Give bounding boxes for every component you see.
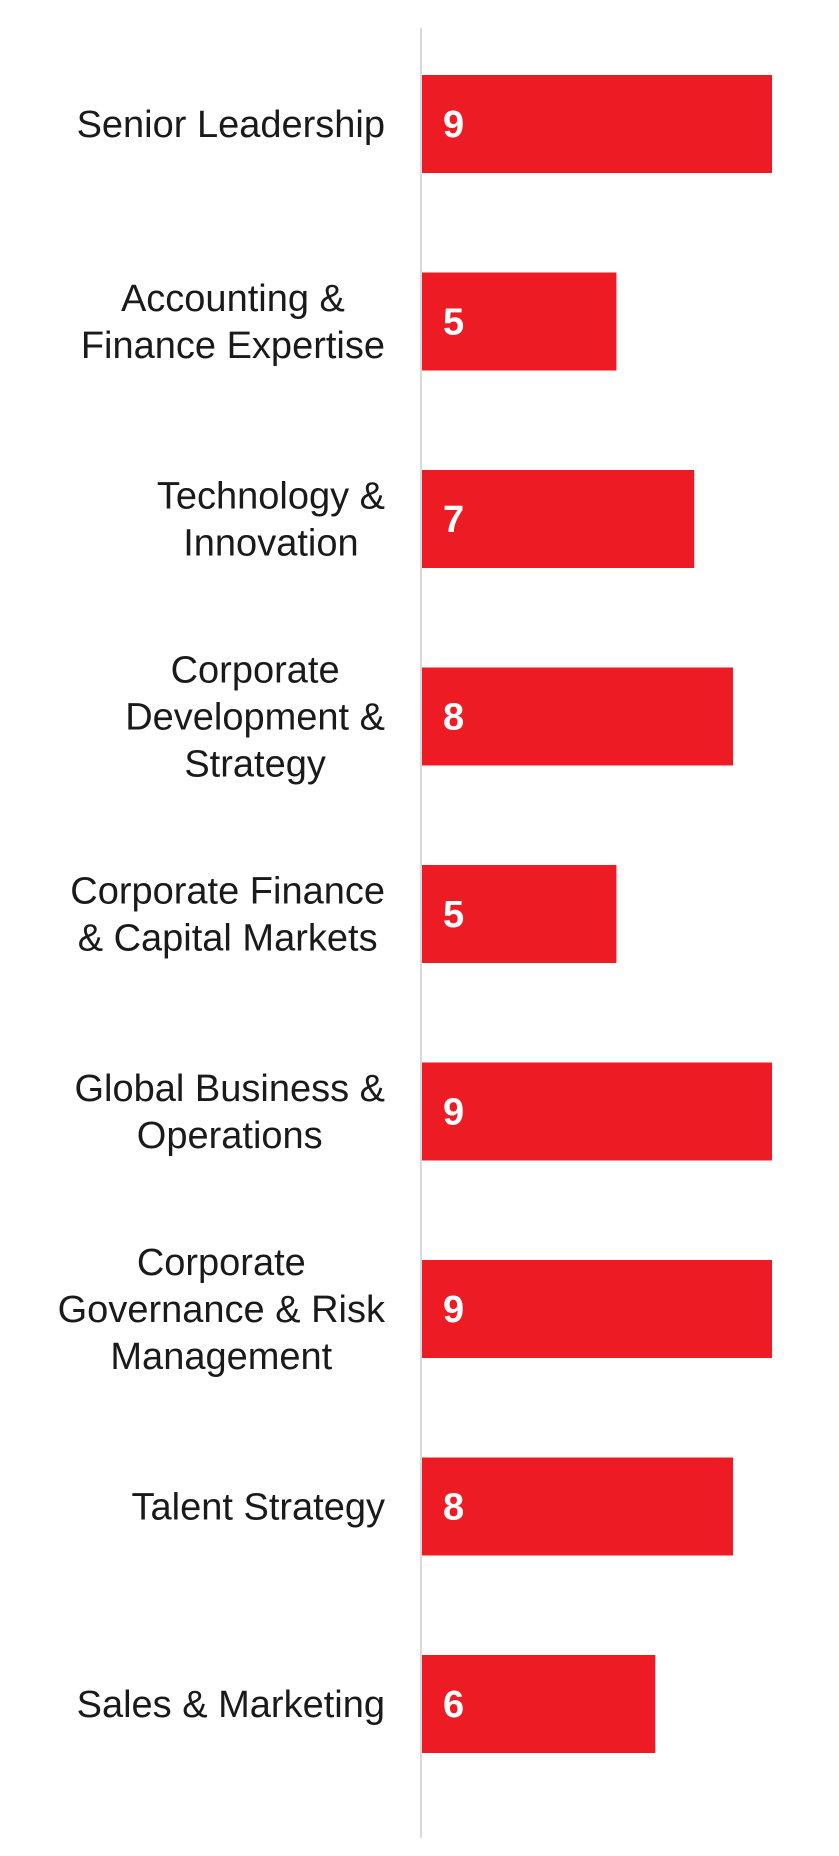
value-label-9: 6: [443, 1684, 464, 1726]
bar-2: [422, 272, 617, 371]
category-label-9: Sales & Marketing: [77, 1684, 385, 1726]
category-label-3: Technology & Innovation: [157, 476, 385, 565]
bar-1: [422, 75, 772, 173]
category-label-7: Corporate Governance & Risk Management: [58, 1242, 386, 1378]
category-label-1: Senior Leadership: [77, 104, 385, 146]
category-label-2: Accounting & Finance Expertise: [81, 278, 385, 367]
value-label-8: 8: [443, 1487, 464, 1529]
category-label-line: Corporate: [137, 1242, 306, 1284]
bars-layer: [422, 75, 772, 1753]
category-label-line: Operations: [137, 1115, 323, 1157]
category-label-5: Corporate Finance & Capital Markets: [70, 871, 385, 960]
category-label-8: Talent Strategy: [132, 1487, 385, 1529]
category-label-line: Management: [110, 1336, 332, 1378]
category-label-4: Corporate Development & Strategy: [125, 650, 385, 786]
bar-3: [422, 470, 695, 568]
bar-5: [422, 865, 617, 963]
category-label-line: Sales & Marketing: [77, 1684, 385, 1726]
value-label-6: 9: [443, 1092, 464, 1134]
category-label-line: Development &: [125, 697, 385, 739]
category-label-line: Senior Leadership: [77, 104, 385, 146]
category-label-line: Finance Expertise: [81, 325, 385, 367]
value-label-5: 5: [443, 894, 464, 936]
bar-7: [422, 1260, 772, 1358]
category-label-line: Accounting &: [121, 278, 345, 320]
labels-layer: 9 Senior Leadership 5 Accounting & Finance E…: [58, 104, 465, 1726]
bar-9: [422, 1655, 656, 1753]
bar-6: [422, 1062, 772, 1161]
category-label-line: & Capital Markets: [78, 918, 378, 960]
category-label-line: Talent Strategy: [132, 1487, 385, 1529]
category-label-line: Corporate: [171, 650, 340, 692]
value-label-1: 9: [443, 104, 464, 146]
category-label-line: Governance & Risk: [58, 1289, 386, 1331]
category-label-line: Technology &: [157, 476, 385, 518]
category-label-line: Strategy: [184, 744, 326, 786]
category-label-line: Innovation: [183, 523, 358, 565]
value-label-4: 8: [443, 697, 464, 739]
value-label-2: 5: [443, 302, 464, 344]
value-label-3: 7: [443, 499, 464, 541]
bar-4: [422, 667, 734, 766]
category-label-6: Global Business & Operations: [75, 1068, 386, 1157]
category-label-line: Global Business &: [75, 1068, 386, 1110]
value-label-7: 9: [443, 1289, 464, 1331]
category-label-line: Corporate Finance: [70, 871, 385, 913]
bar-8: [422, 1457, 734, 1556]
